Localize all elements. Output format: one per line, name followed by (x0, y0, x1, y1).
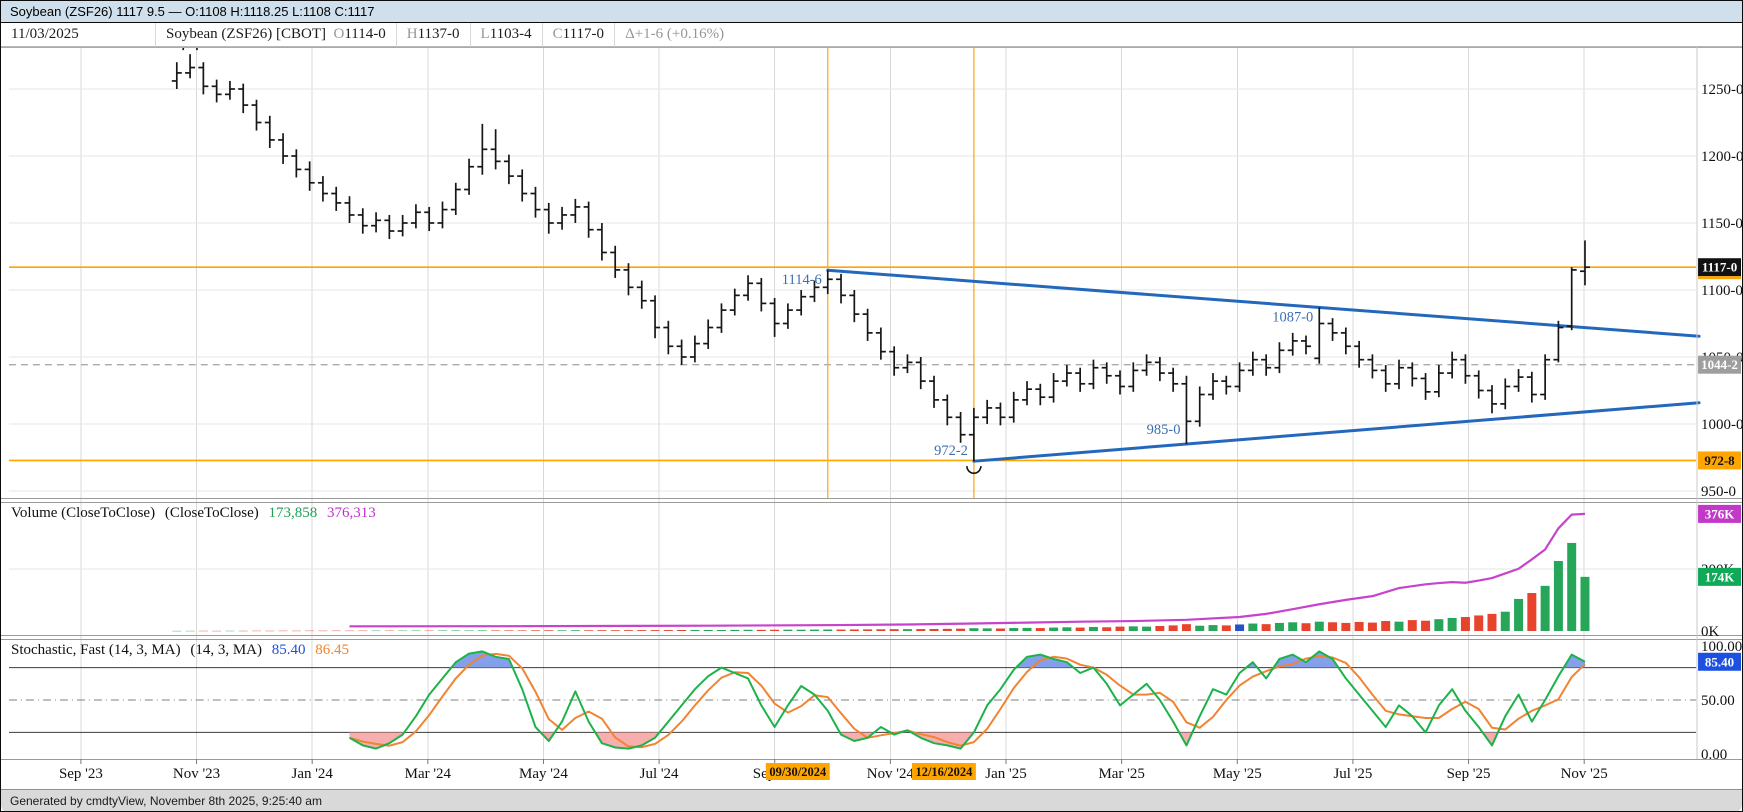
high-label: H (406, 25, 418, 42)
annotations: 1114-6 972-2 985-0 1087-0 (182, 47, 1313, 474)
svg-text:Nov '25: Nov '25 (1561, 766, 1608, 782)
svg-text:Jul '24: Jul '24 (640, 766, 679, 782)
svg-text:Jul '25: Jul '25 (1333, 766, 1372, 782)
high-value: 1137-0 (417, 25, 460, 42)
svg-text:1087-0: 1087-0 (1272, 309, 1313, 325)
svg-text:Jan '25: Jan '25 (985, 766, 1026, 782)
svg-text:Mar '24: Mar '24 (405, 766, 452, 782)
svg-text:85.40: 85.40 (1705, 654, 1734, 669)
svg-text:Mar '25: Mar '25 (1098, 766, 1144, 782)
generated-by-text: Generated by cmdtyView, November 8th 202… (10, 794, 322, 808)
close-quote: C1117-0 (543, 22, 616, 47)
window-title: Soybean (ZSF26) 1117 9.5 — O:1108 H:1118… (10, 4, 375, 19)
symbol-and-open: Soybean (ZSF26) [CBOT] O1114-0 (156, 22, 397, 47)
svg-text:Sep '25: Sep '25 (1447, 766, 1491, 782)
panel-borders (1, 47, 1742, 760)
axis-badges: 1117-0 1044-2 972-8 376K 174K 85.40 (1698, 258, 1742, 671)
change-quote: Δ+1-6 (+0.16%) (615, 23, 734, 47)
svg-text:Nov '24: Nov '24 (867, 766, 915, 782)
open-label: O (333, 25, 345, 42)
svg-text:May '24: May '24 (519, 766, 568, 782)
price-bars (171, 54, 1590, 462)
svg-text:May '25: May '25 (1213, 766, 1262, 782)
svg-text:972-2: 972-2 (934, 443, 968, 459)
volume-panel (172, 512, 1590, 632)
low-quote: L1103-4 (471, 22, 543, 47)
svg-text:1000-0: 1000-0 (1701, 417, 1742, 433)
svg-text:50.00: 50.00 (1701, 693, 1735, 709)
svg-text:174K: 174K (1705, 569, 1735, 584)
svg-text:12/16/2024: 12/16/2024 (915, 765, 973, 779)
svg-text:1044-2: 1044-2 (1701, 357, 1738, 372)
svg-text:1114-6: 1114-6 (782, 272, 822, 288)
right-price-axis: 1250-01200-01150-01100-01050-01000-0950-… (1701, 82, 1742, 763)
chart-plot-area: 1114-6 972-2 985-0 1087-0 1250-0 1200-0 1150-0… (1, 47, 1742, 789)
open-value: 1114-0 (344, 25, 386, 42)
svg-text:09/30/2024: 09/30/2024 (769, 765, 827, 779)
chart-canvas[interactable]: 1114-6 972-2 985-0 1087-0 1250-0 1200-0 1150-0… (1, 47, 1742, 789)
trendlines (826, 268, 1701, 463)
svg-text:0.00: 0.00 (1701, 747, 1727, 763)
gridlines (8, 47, 1697, 759)
change-value: Δ+1-6 (+0.16%) (625, 25, 725, 42)
window-title-bar: Soybean (ZSF26) 1117 9.5 — O:1108 H:1118… (1, 1, 1742, 23)
symbol-label: Soybean (ZSF26) [CBOT] (166, 25, 326, 42)
svg-text:1150-0: 1150-0 (1701, 216, 1742, 232)
footer-bar: Generated by cmdtyView, November 8th 202… (1, 789, 1742, 811)
low-label: L (480, 25, 490, 42)
chart-header: 11/03/2025 Soybean (ZSF26) [CBOT] O1114-… (1, 22, 1742, 47)
svg-text:1100-0: 1100-0 (1701, 283, 1742, 299)
low-value: 1103-4 (489, 25, 532, 42)
svg-text:1200-0: 1200-0 (1701, 149, 1742, 165)
svg-text:Sep '23: Sep '23 (59, 766, 103, 782)
quote-date: 11/03/2025 (1, 22, 156, 47)
svg-text:376K: 376K (1705, 506, 1735, 521)
svg-text:100.00: 100.00 (1701, 639, 1742, 655)
svg-text:Nov '23: Nov '23 (173, 766, 220, 782)
x-axis: Sep '23 Nov '23 Jan '24 Mar '24 May '24 Jul '… (59, 759, 1608, 782)
svg-text:0K: 0K (1701, 624, 1719, 640)
high-quote: H1137-0 (397, 22, 471, 47)
svg-text:1117-0: 1117-0 (1702, 260, 1737, 275)
svg-text:972-8: 972-8 (1704, 453, 1735, 468)
close-value: 1117-0 (562, 25, 605, 42)
svg-text:Jan '24: Jan '24 (291, 766, 333, 782)
stochastic-panel (349, 650, 1586, 750)
svg-text:950-0: 950-0 (1701, 484, 1736, 500)
svg-text:985-0: 985-0 (1147, 422, 1181, 438)
svg-text:1250-0: 1250-0 (1701, 82, 1742, 98)
close-label: C (552, 25, 563, 42)
